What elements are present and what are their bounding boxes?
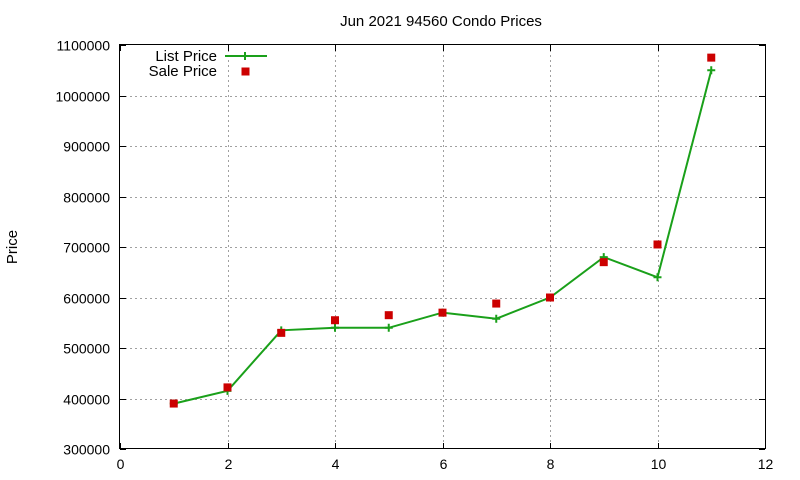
chart-title: Jun 2021 94560 Condo Prices	[340, 13, 542, 30]
plot-frame	[119, 44, 766, 449]
legend-marker-list-price	[241, 52, 249, 60]
y-tick-label: 600000	[63, 291, 110, 307]
sale-price-point	[277, 328, 286, 337]
y-tick-label: 400000	[63, 392, 110, 408]
x-tick-label: 4	[332, 456, 340, 472]
data-series	[169, 53, 716, 408]
grid-lines	[120, 45, 765, 449]
y-tick-label: 1100000	[57, 38, 111, 54]
sale-price-point	[438, 308, 447, 317]
y-tick-label: 900000	[63, 139, 110, 155]
legend-marker-sale-price	[241, 67, 250, 76]
y-tick-label: 300000	[63, 442, 110, 458]
legend-label-list-price: List Price	[155, 48, 217, 65]
x-tick-label: 2	[225, 456, 233, 472]
list-price-point	[653, 273, 662, 282]
sale-price-point	[169, 399, 178, 408]
sale-price-point	[223, 383, 232, 392]
x-tick-label: 8	[547, 456, 555, 472]
list-price-point	[707, 66, 716, 75]
axis-ticks: 0 2 4 6 8 10 12 300000 400000 500000 600000 700000 8…	[55, 38, 773, 473]
x-tick-label: 12	[758, 456, 774, 472]
y-axis-label: Price	[4, 230, 21, 264]
sale-price-point	[492, 299, 501, 308]
sale-price-point	[653, 240, 662, 249]
y-tick-label: 700000	[63, 240, 110, 256]
x-tick-label: 0	[117, 456, 125, 472]
x-tick-label: 6	[440, 456, 448, 472]
legend-label-sale-price: Sale Price	[149, 63, 217, 80]
sale-price-point	[331, 316, 339, 325]
x-tick-label: 10	[651, 456, 667, 472]
sale-price-point	[707, 53, 716, 62]
y-tick-label: 500000	[63, 341, 110, 357]
legend: List Price Sale Price	[149, 48, 267, 80]
sale-price-point	[599, 258, 608, 267]
y-tick-label: 800000	[63, 190, 110, 206]
series-line-list-price	[173, 70, 713, 405]
list-price-point	[384, 323, 393, 332]
list-price-point	[492, 314, 501, 323]
sale-price-point	[384, 311, 393, 320]
list-price-point	[331, 323, 339, 332]
sale-price-point	[546, 293, 554, 302]
y-tick-label: 1000000	[55, 89, 110, 105]
